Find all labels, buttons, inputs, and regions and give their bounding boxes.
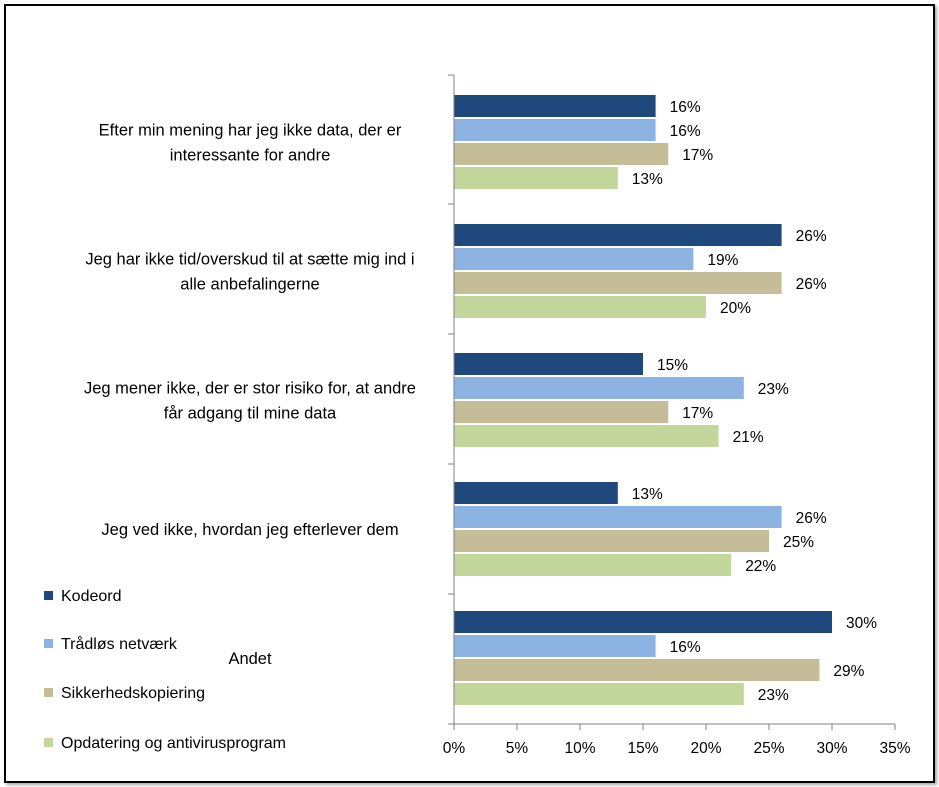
legend-label: Opdatering og antivirusprogram xyxy=(61,735,286,752)
legend-swatch xyxy=(44,591,53,600)
x-tick-label: 15% xyxy=(627,740,658,757)
data-label: 13% xyxy=(632,171,663,188)
legend-swatch xyxy=(44,738,53,747)
category-label: Jeg har ikke tid/overskud til at sætte m… xyxy=(85,251,414,294)
category-label: Andet xyxy=(228,650,272,668)
bar xyxy=(454,659,820,681)
bar xyxy=(454,95,656,117)
bar xyxy=(454,224,782,246)
data-label: 29% xyxy=(833,663,864,680)
data-label: 16% xyxy=(670,639,701,656)
data-label: 26% xyxy=(796,228,827,245)
bar xyxy=(454,272,782,294)
bar xyxy=(454,296,706,318)
bar xyxy=(454,143,669,165)
data-label: 16% xyxy=(670,99,701,116)
bar xyxy=(454,119,656,141)
x-tick-label: 25% xyxy=(753,740,784,757)
legend: Kodeord Trådløs netværk Sikkerhedskopierin… xyxy=(44,588,286,752)
bar xyxy=(454,482,618,504)
legend-swatch xyxy=(44,688,53,697)
bar xyxy=(454,425,719,447)
data-label: 17% xyxy=(682,405,713,422)
legend-label: Trådløs netværk xyxy=(61,635,178,653)
x-tick-label: 10% xyxy=(564,740,595,757)
data-label: 22% xyxy=(745,558,776,575)
data-label: 30% xyxy=(846,615,877,632)
data-label: 13% xyxy=(632,486,663,503)
bar xyxy=(454,506,782,528)
legend-label: Sikkerhedskopiering xyxy=(61,685,205,702)
x-tick-label: 35% xyxy=(879,740,910,757)
axes: 0% 5% 10% 15% 20% 25% 30% 35% xyxy=(443,74,911,757)
bar xyxy=(454,554,732,576)
legend-swatch xyxy=(44,639,53,648)
bar xyxy=(454,635,656,657)
x-tick-label: 30% xyxy=(816,740,847,757)
data-label: 26% xyxy=(796,276,827,293)
bar xyxy=(454,167,618,189)
data-label: 23% xyxy=(758,381,789,398)
data-label: 19% xyxy=(707,252,738,269)
bar xyxy=(454,377,744,399)
bar xyxy=(454,530,769,552)
legend-label: Kodeord xyxy=(61,588,122,605)
category-label: Jeg mener ikke, der er stor risiko for, … xyxy=(84,380,416,423)
bar xyxy=(454,401,669,423)
bar xyxy=(454,248,694,270)
data-label: 16% xyxy=(670,123,701,140)
data-label: 15% xyxy=(657,357,688,374)
value-labels: 16% 16% 17% 13% 26% 19% 26% 20% 15% 23% 17% 21% 13% 2… xyxy=(632,99,877,704)
category-labels: Efter min mening har jeg ikke data, der … xyxy=(84,122,416,669)
x-tick-label: 5% xyxy=(506,740,529,757)
data-label: 25% xyxy=(783,534,814,551)
bar xyxy=(454,611,832,633)
data-label: 17% xyxy=(682,147,713,164)
data-label: 26% xyxy=(796,510,827,527)
data-label: 21% xyxy=(733,429,764,446)
category-label: Efter min mening har jeg ikke data, der … xyxy=(99,122,402,165)
bars xyxy=(454,95,832,705)
data-label: 20% xyxy=(720,300,751,317)
data-label: 23% xyxy=(758,687,789,704)
category-label: Jeg ved ikke, hvordan jeg efterlever dem xyxy=(101,521,398,539)
bar xyxy=(454,353,643,375)
bar xyxy=(454,683,744,705)
x-tick-label: 0% xyxy=(443,740,466,757)
x-tick-label: 20% xyxy=(690,740,721,757)
